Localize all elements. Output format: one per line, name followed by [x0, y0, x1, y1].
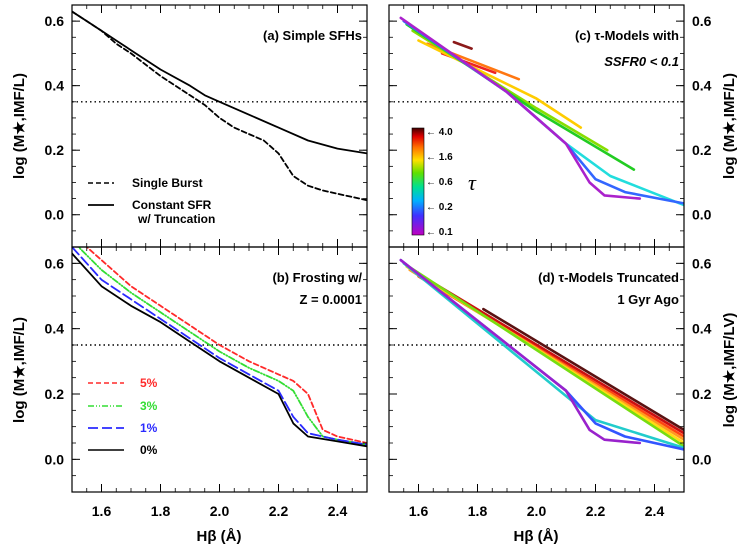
panel-a-title: (a) Simple SFHs — [263, 28, 362, 43]
panel-d-tau-truncated — [389, 258, 684, 451]
x-axis-label-left: Hβ (Å) — [197, 528, 242, 545]
series-line-a-single-burst — [72, 10, 367, 202]
x-tick-label-b: 2.2 — [269, 503, 289, 519]
colorbar-label: τ — [468, 170, 477, 195]
x-axis-label-right: Hβ (Å) — [514, 528, 559, 545]
panel-b-frosting — [72, 247, 367, 448]
y-tick-label-d: 0.4 — [692, 321, 712, 337]
y-tick-label-c: 0.4 — [692, 78, 712, 94]
legend-constant-sfr-label: Constant SFR — [132, 198, 212, 212]
colorbar-tick-0-2: ← 0.2 — [426, 202, 453, 213]
y-axis-label-d: log (M★,IMF/LV) — [721, 313, 738, 428]
series-line-b-1- — [72, 247, 367, 446]
legend-3pct-label: 3% — [140, 399, 158, 413]
legend-0pct-label: 0% — [140, 443, 158, 457]
panel-c-tau-models — [389, 16, 684, 207]
y-tick-label-d: 0.2 — [692, 386, 712, 402]
x-tick-label-b: 2.4 — [328, 503, 348, 519]
panel-a-legend: Single Burst Constant SFR w/ Truncation — [88, 176, 215, 226]
legend-single-burst-label: Single Burst — [132, 176, 203, 190]
panel-d-title-line2: 1 Gyr Ago — [617, 292, 679, 307]
y-tick-label-c: 0.6 — [692, 13, 712, 29]
y-tick-label-d: 0.0 — [692, 451, 712, 467]
x-tick-label-d: 1.8 — [468, 503, 488, 519]
y-tick-label-b: 0.0 — [45, 451, 65, 467]
series-line-b-3- — [77, 247, 367, 446]
series-line-d-tau-4 — [482, 307, 684, 432]
y-axis-label-c: log (M★,IMF/L) — [721, 73, 738, 179]
y-tick-label-d: 0.6 — [692, 255, 712, 271]
colorbar-tick-0-1: ← 0.1 — [426, 227, 453, 238]
colorbar-tick-4-0: ← 4.0 — [426, 127, 453, 138]
series-line-a-constant-sfr-w-truncation — [72, 10, 367, 155]
series-line-b-5- — [85, 247, 367, 444]
y-tick-label-b: 0.4 — [45, 321, 65, 337]
colorbar-tick-0-6: ← 0.6 — [426, 177, 453, 188]
y-axis-label-b: log (M★,IMF/L) — [11, 317, 28, 423]
colorbar-tick-1-6: ← 1.6 — [426, 152, 453, 163]
y-tick-label-a: 0.0 — [45, 207, 65, 223]
x-tick-label-d: 1.6 — [409, 503, 429, 519]
y-axis-label-a: log (M★,IMF/L) — [11, 73, 28, 179]
y-tick-label-b: 0.6 — [45, 255, 65, 271]
colorbar-gradient — [411, 127, 425, 236]
panel-b-title: (b) Frosting w/ — [272, 270, 362, 285]
panel-c-title-line2: SSFR0 < 0.1 — [604, 54, 679, 69]
panel-b-legend: 5% 3% 1% 0% — [88, 376, 158, 457]
x-tick-label-b: 1.6 — [92, 503, 112, 519]
x-tick-label-b: 2.0 — [210, 503, 230, 519]
series-line-c-tau-0-1 — [399, 16, 642, 200]
y-tick-label-b: 0.2 — [45, 386, 65, 402]
panel-c-title: (c) τ-Models with — [575, 28, 679, 43]
x-tick-label-d: 2.0 — [527, 503, 547, 519]
series-line-d-tau-2-5 — [431, 281, 684, 435]
series-line-d-tau-0-3 — [402, 261, 684, 450]
y-tick-label-c: 0.0 — [692, 207, 712, 223]
series-line-b-0- — [72, 252, 367, 448]
panel-d-title: (d) τ-Models Truncated — [538, 270, 679, 285]
series-line-c-tau-4 — [452, 40, 473, 50]
y-tick-label-a: 0.6 — [45, 13, 65, 29]
legend-truncation-label: w/ Truncation — [137, 212, 215, 226]
x-tick-label-d: 2.2 — [586, 503, 606, 519]
panel-b-title-line2: Z = 0.0001 — [299, 292, 362, 307]
y-tick-label-c: 0.2 — [692, 142, 712, 158]
legend-5pct-label: 5% — [140, 376, 158, 390]
x-tick-label-b: 1.8 — [151, 503, 171, 519]
panel-a-simple-sfhs — [72, 10, 367, 202]
series-line-d-tau-0-4 — [402, 261, 684, 448]
tau-colorbar: ← 4.0 ← 1.6 ← 0.6 ← 0.2 ← 0.1 τ — [411, 127, 477, 238]
axes-layer: 0.0 0.2 0.4 0.6 1.6 1.8 2.0 2.2 2.4 0.0 0.2 0.4 0.6 0… — [45, 4, 712, 519]
x-tick-label-d: 2.4 — [645, 503, 665, 519]
y-tick-label-a: 0.4 — [45, 78, 65, 94]
legend-1pct-label: 1% — [140, 421, 158, 435]
series-line-d-tau-0-1 — [399, 258, 642, 445]
y-tick-label-a: 0.2 — [45, 142, 65, 158]
